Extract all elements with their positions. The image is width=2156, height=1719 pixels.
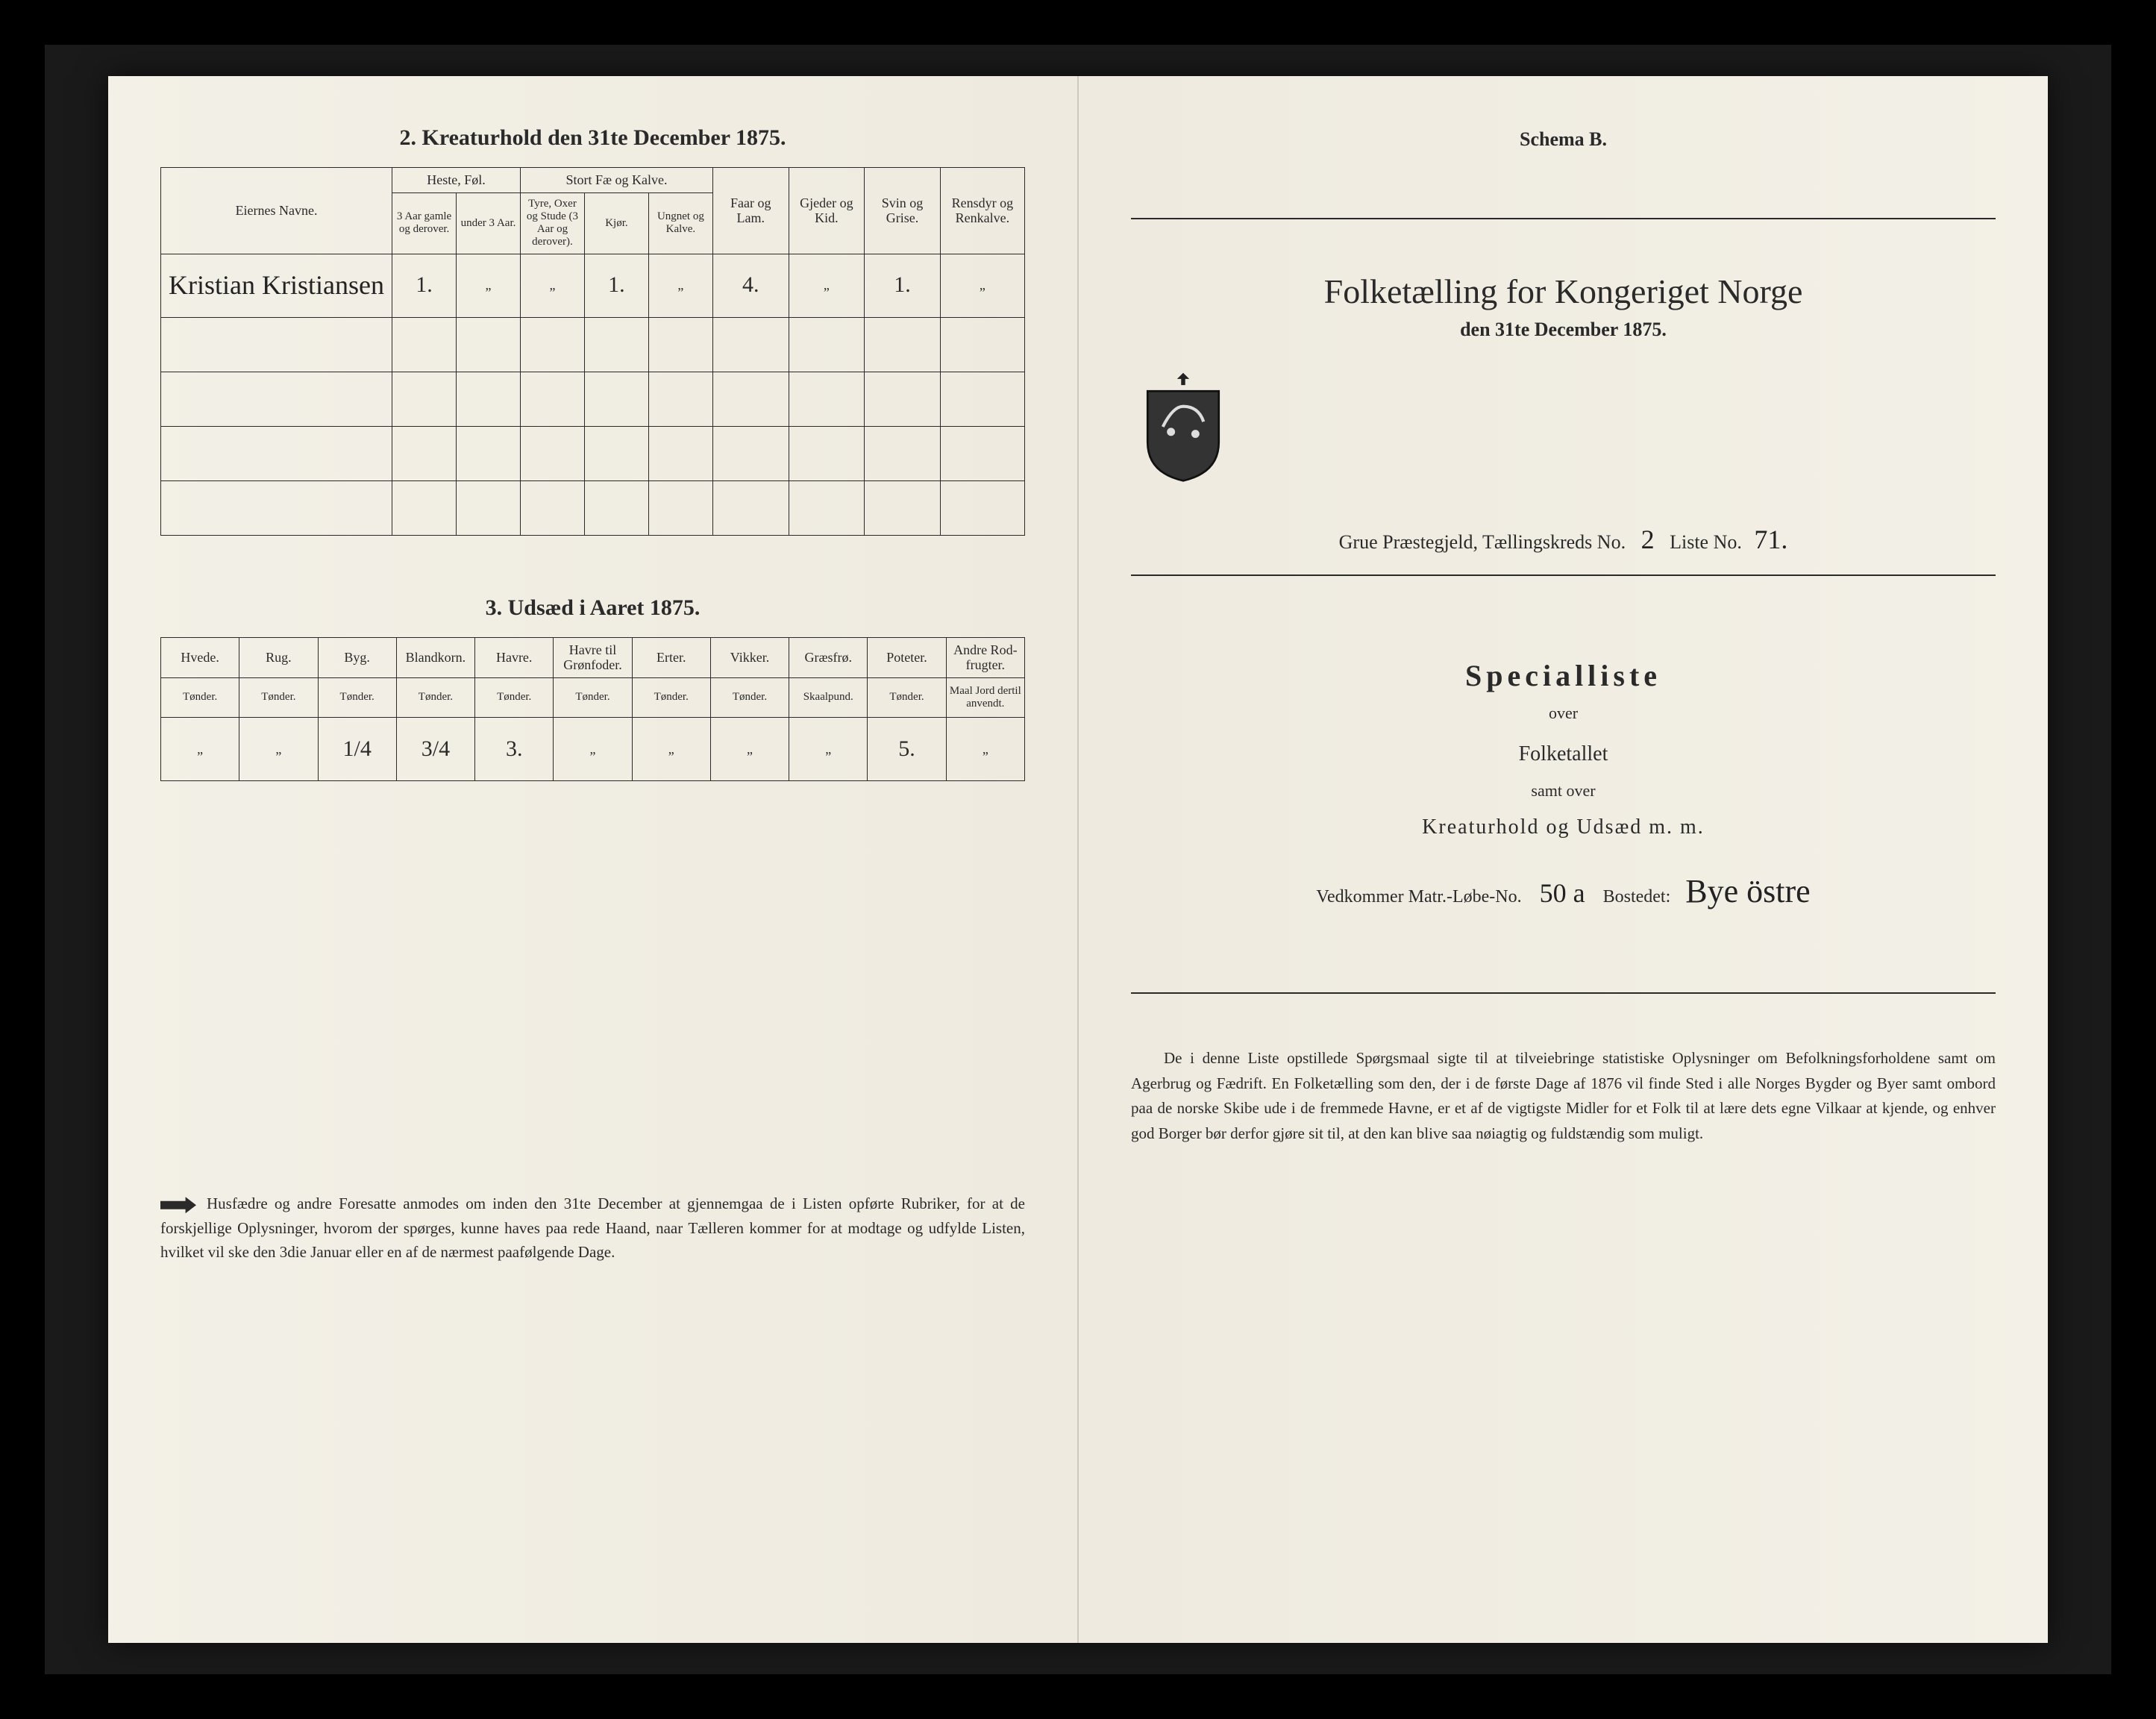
col-sheep: Faar og Lam. bbox=[712, 168, 789, 254]
rule bbox=[1131, 218, 1996, 219]
liste-no: 71. bbox=[1746, 525, 1787, 554]
unit: Tønder. bbox=[632, 678, 710, 718]
cell: 4. bbox=[712, 254, 789, 317]
coat-of-arms-icon bbox=[1131, 371, 1235, 483]
table-row bbox=[161, 426, 1025, 480]
col: Andre Rod-frugter. bbox=[946, 637, 1024, 677]
sowing-table: Hvede. Rug. Byg. Blandkorn. Havre. Havre… bbox=[160, 637, 1025, 781]
cell: „ bbox=[789, 254, 865, 317]
cell: 1. bbox=[584, 254, 648, 317]
col-c2: Kjør. bbox=[584, 192, 648, 254]
table-row: Kristian Kristiansen 1. „ „ 1. „ 4. „ 1.… bbox=[161, 254, 1025, 317]
schema-label: Schema B. bbox=[1131, 128, 1996, 151]
specialliste-heading: Specialliste bbox=[1131, 658, 1996, 693]
col-h2: under 3 Aar. bbox=[457, 192, 521, 254]
cell: 1/4 bbox=[318, 718, 396, 781]
col-pigs: Svin og Grise. bbox=[865, 168, 941, 254]
left-footnote: Husfædre og andre Foresatte anmodes om i… bbox=[160, 1192, 1025, 1265]
cell: „ bbox=[710, 718, 789, 781]
cell: „ bbox=[789, 718, 868, 781]
cell: „ bbox=[239, 718, 318, 781]
cell: 1. bbox=[392, 254, 457, 317]
image-frame: 2. Kreaturhold den 31te December 1875. E… bbox=[0, 0, 2156, 1719]
unit: Tønder. bbox=[868, 678, 946, 718]
col-owner: Eiernes Navne. bbox=[161, 168, 392, 254]
col: Havre. bbox=[475, 637, 554, 677]
census-subtitle: den 31te December 1875. bbox=[1131, 319, 1996, 341]
open-book: 2. Kreaturhold den 31te December 1875. E… bbox=[108, 76, 2048, 1643]
col: Poteter. bbox=[868, 637, 946, 677]
col: Erter. bbox=[632, 637, 710, 677]
cell: „ bbox=[457, 254, 521, 317]
table-row bbox=[161, 317, 1025, 372]
cell: 5. bbox=[868, 718, 946, 781]
samt-label: samt over bbox=[1131, 781, 1996, 801]
cell: „ bbox=[161, 718, 239, 781]
col-h1: 3 Aar gamle og derover. bbox=[392, 192, 457, 254]
cell: „ bbox=[940, 254, 1024, 317]
cell: 3. bbox=[475, 718, 554, 781]
cell: 3/4 bbox=[396, 718, 474, 781]
col: Hvede. bbox=[161, 637, 239, 677]
census-title: Folketælling for Kongeriget Norge bbox=[1131, 272, 1996, 311]
table-row bbox=[161, 480, 1025, 535]
cell: „ bbox=[632, 718, 710, 781]
right-footnote: De i denne Liste opstillede Spørgsmaal s… bbox=[1131, 1046, 1996, 1146]
pointer-icon bbox=[160, 1197, 196, 1213]
cell: „ bbox=[554, 718, 632, 781]
section-3-title: 3. Udsæd i Aaret 1875. bbox=[160, 595, 1025, 621]
matr-no: 50 a bbox=[1526, 878, 1599, 908]
scan-background: 2. Kreaturhold den 31te December 1875. E… bbox=[45, 45, 2111, 1674]
unit: Tønder. bbox=[239, 678, 318, 718]
cell: 1. bbox=[865, 254, 941, 317]
table-row bbox=[161, 372, 1025, 426]
cell: „ bbox=[946, 718, 1024, 781]
col-c1: Tyre, Oxer og Stude (3 Aar og derover). bbox=[520, 192, 584, 254]
district-prefix: Grue Præstegjeld, Tællingskreds No. bbox=[1339, 531, 1626, 553]
rule bbox=[1131, 574, 1996, 576]
col-cattle: Stort Fæ og Kalve. bbox=[520, 168, 712, 193]
kreaturhold-label: Kreaturhold og Udsæd m. m. bbox=[1131, 815, 1996, 839]
liste-label: Liste No. bbox=[1670, 531, 1742, 553]
unit: Tønder. bbox=[396, 678, 474, 718]
left-page: 2. Kreaturhold den 31te December 1875. E… bbox=[108, 76, 1079, 1643]
col: Rug. bbox=[239, 637, 318, 677]
bosted-label: Bostedet: bbox=[1603, 887, 1671, 907]
cell: „ bbox=[520, 254, 584, 317]
section-2-title: 2. Kreaturhold den 31te December 1875. bbox=[160, 125, 1025, 151]
district-line: Grue Præstegjeld, Tællingskreds No. 2 Li… bbox=[1131, 524, 1996, 555]
unit: Tønder. bbox=[161, 678, 239, 718]
col: Græsfrø. bbox=[789, 637, 868, 677]
unit: Tønder. bbox=[710, 678, 789, 718]
bosted-value: Bye östre bbox=[1675, 873, 1810, 909]
vedk-label: Vedkommer Matr.-Løbe-No. bbox=[1316, 887, 1521, 907]
col: Byg. bbox=[318, 637, 396, 677]
livestock-table: Eiernes Navne. Heste, Føl. Stort Fæ og K… bbox=[160, 167, 1025, 536]
table-row: „ „ 1/4 3/4 3. „ „ „ „ 5. „ bbox=[161, 718, 1025, 781]
unit: Tønder. bbox=[318, 678, 396, 718]
unit: Skaalpund. bbox=[789, 678, 868, 718]
owner-name: Kristian Kristiansen bbox=[161, 254, 392, 317]
footnote-text: Husfædre og andre Foresatte anmodes om i… bbox=[160, 1194, 1025, 1261]
vedkommer-line: Vedkommer Matr.-Løbe-No. 50 a Bostedet: … bbox=[1131, 872, 1996, 910]
folketallet-label: Folketallet bbox=[1131, 742, 1996, 766]
col-horses: Heste, Føl. bbox=[392, 168, 521, 193]
cell: „ bbox=[648, 254, 712, 317]
rule bbox=[1131, 992, 1996, 994]
unit: Maal Jord dertil anvendt. bbox=[946, 678, 1024, 718]
over-label: over bbox=[1131, 704, 1996, 723]
col: Blandkorn. bbox=[396, 637, 474, 677]
col: Vikker. bbox=[710, 637, 789, 677]
unit: Tønder. bbox=[475, 678, 554, 718]
col-reindeer: Rensdyr og Renkalve. bbox=[940, 168, 1024, 254]
col-c3: Ungnet og Kalve. bbox=[648, 192, 712, 254]
unit: Tønder. bbox=[554, 678, 632, 718]
right-page: Schema B. Folketælling for Kongeriget No… bbox=[1079, 76, 2048, 1643]
col-goats: Gjeder og Kid. bbox=[789, 168, 865, 254]
col: Havre til Grønfoder. bbox=[554, 637, 632, 677]
kreds-no: 2 bbox=[1631, 525, 1665, 554]
